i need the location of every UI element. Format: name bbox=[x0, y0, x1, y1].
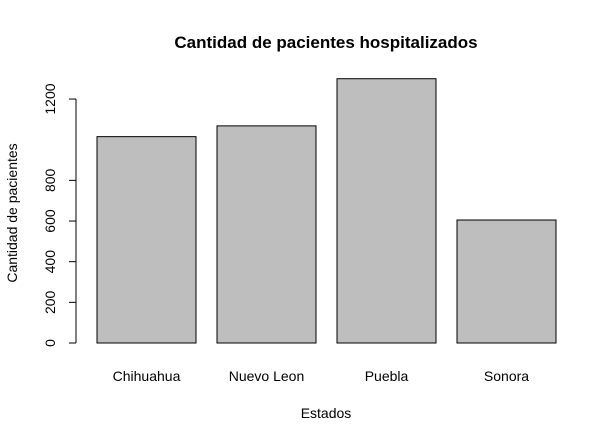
bar-sonora bbox=[456, 219, 557, 344]
category-label: Sonora bbox=[484, 368, 529, 384]
x-axis-label: Estados bbox=[301, 405, 352, 421]
chart-title: Cantidad de pacientes hospitalizados bbox=[174, 33, 477, 52]
y-tick-label: 0 bbox=[42, 339, 58, 347]
y-tick-label: 400 bbox=[42, 250, 58, 274]
y-axis: 0 200 400 600 800 1200 bbox=[42, 83, 77, 347]
bar-puebla bbox=[336, 78, 437, 344]
y-tick-label: 800 bbox=[42, 168, 58, 192]
category-labels: Chihuahua Nuevo Leon Puebla Sonora bbox=[113, 368, 530, 384]
bars-group bbox=[96, 78, 557, 344]
category-label: Chihuahua bbox=[113, 368, 181, 384]
y-tick-label: 600 bbox=[42, 209, 58, 233]
y-tick-label: 200 bbox=[42, 290, 58, 314]
category-label: Nuevo Leon bbox=[229, 368, 305, 384]
bar-chihuahua bbox=[96, 136, 197, 344]
category-label: Puebla bbox=[365, 368, 409, 384]
bar-nuevo-leon bbox=[216, 125, 317, 344]
y-axis-label: Cantidad de pacientes bbox=[4, 143, 20, 282]
y-tick-label: 1200 bbox=[42, 83, 58, 114]
